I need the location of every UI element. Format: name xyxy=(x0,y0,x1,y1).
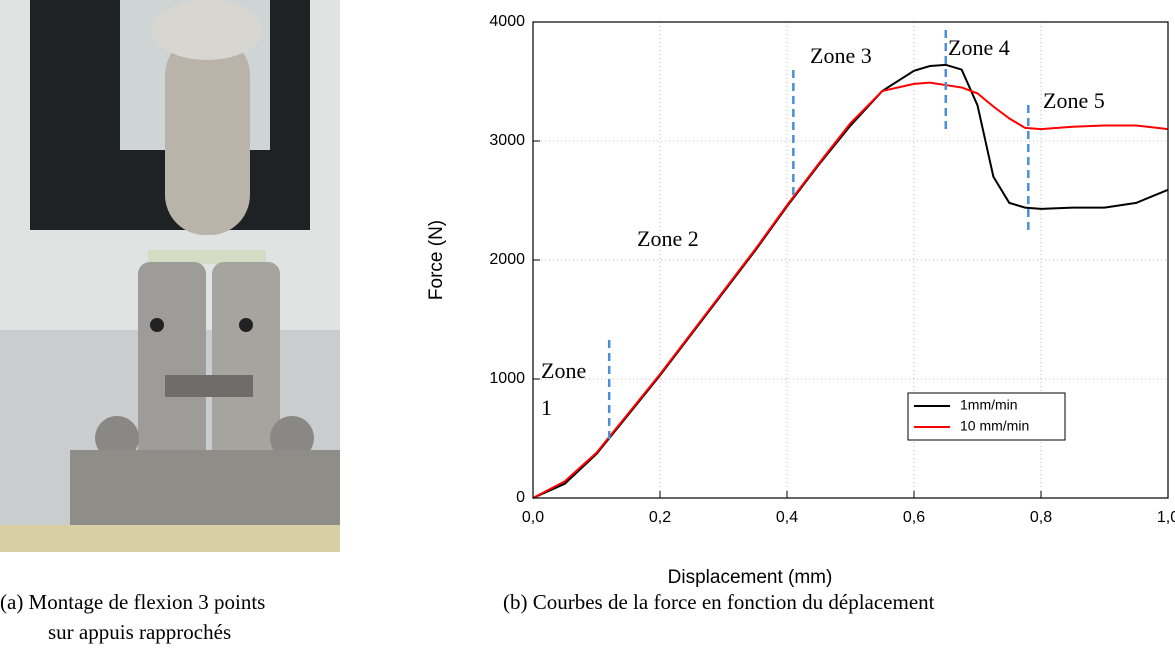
x-axis-label: Displacement (mm) xyxy=(668,567,833,588)
x-tick-label: 0,4 xyxy=(776,509,798,526)
annotation: Zone 2 xyxy=(637,226,699,251)
x-tick-label: 1,0 xyxy=(1157,509,1175,526)
annotation: Zone 3 xyxy=(810,43,872,68)
annotation: 1 xyxy=(541,395,552,420)
y-tick-label: 0 xyxy=(516,489,525,506)
y-tick-label: 2000 xyxy=(489,251,525,268)
x-tick-label: 0,6 xyxy=(903,509,925,526)
caption: sur appuis rapprochés xyxy=(48,620,231,644)
caption: (a) Montage de flexion 3 points xyxy=(0,590,265,614)
y-axis-label: Force (N) xyxy=(426,220,447,300)
x-tick-label: 0,2 xyxy=(649,509,671,526)
photo xyxy=(0,0,340,552)
series-line xyxy=(532,81,1169,499)
legend-label: 1mm/min xyxy=(960,397,1018,413)
plot-frame xyxy=(532,21,1169,499)
legend-label: 10 mm/min xyxy=(960,418,1029,434)
legend: 1mm/min 10 mm/min xyxy=(907,392,1066,441)
annotation: Zone 5 xyxy=(1043,88,1105,113)
legend-box xyxy=(907,392,1066,441)
caption: (b) Courbes de la force en fonction du d… xyxy=(503,590,935,614)
y-tick-label: 3000 xyxy=(489,132,525,149)
y-tick-label: 4000 xyxy=(489,13,525,30)
annotation: Zone 4 xyxy=(948,35,1010,60)
y-tick-label: 1000 xyxy=(489,370,525,387)
annotation: Zone xyxy=(541,358,586,383)
x-tick-label: 0,0 xyxy=(522,509,544,526)
x-tick-label: 0,8 xyxy=(1030,509,1052,526)
